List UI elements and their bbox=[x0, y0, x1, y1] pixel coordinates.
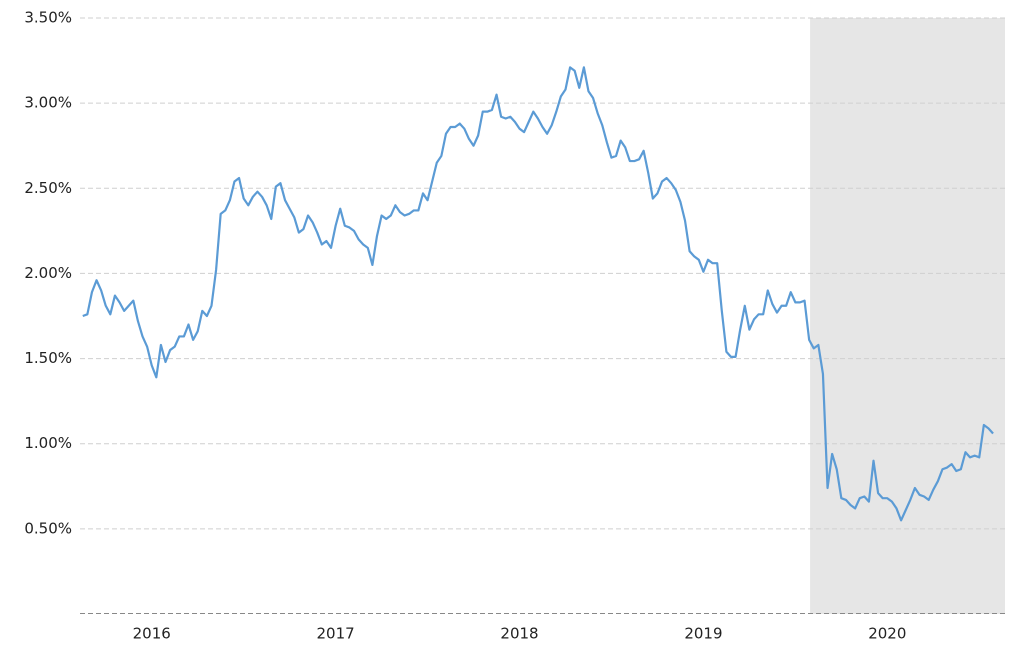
y-tick-label: 3.50% bbox=[24, 9, 72, 27]
y-tick-label: 1.50% bbox=[24, 349, 72, 367]
y-tick-label: 0.50% bbox=[24, 519, 72, 537]
label-layer: 0.50% 1.00% 1.50% 2.00% 2.50% 3.00% 3.50% 2016 2… bbox=[24, 9, 906, 643]
shade-layer bbox=[810, 18, 1005, 614]
plot-layer bbox=[82, 66, 994, 522]
x-tick-label: 2019 bbox=[684, 625, 722, 643]
x-tick-label: 2020 bbox=[868, 625, 906, 643]
x-tick-label: 2016 bbox=[133, 625, 171, 643]
y-tick-label: 1.00% bbox=[24, 434, 72, 452]
shaded-region bbox=[810, 18, 1005, 614]
x-tick-label: 2018 bbox=[500, 625, 538, 643]
y-tick-label: 2.50% bbox=[24, 179, 72, 197]
line-series bbox=[82, 66, 994, 522]
y-tick-label: 2.00% bbox=[24, 264, 72, 282]
y-tick-label: 3.00% bbox=[24, 94, 72, 112]
grid-layer bbox=[80, 17, 1005, 530]
x-tick-label: 2017 bbox=[317, 625, 355, 643]
